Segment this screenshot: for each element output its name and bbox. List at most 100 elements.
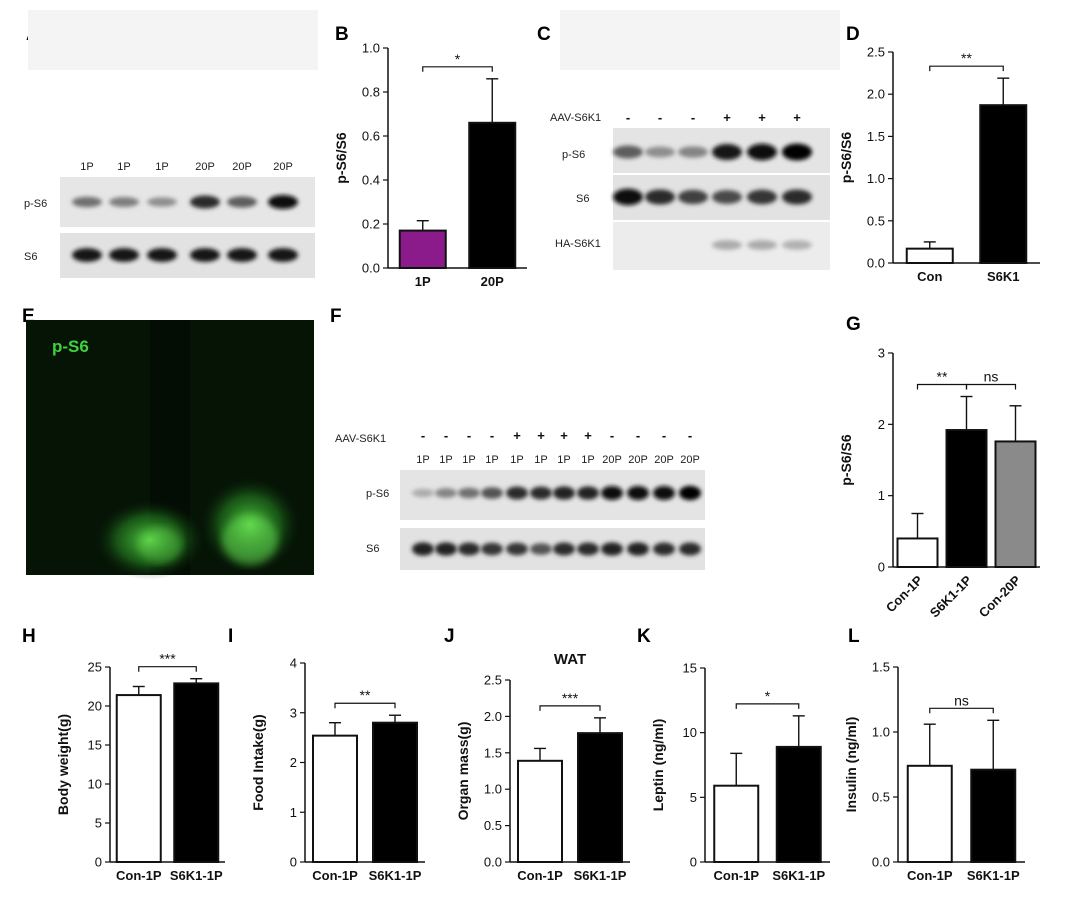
panel-letter-h: H — [22, 626, 36, 647]
blot-f-band-ps6-11 — [679, 485, 701, 501]
blot-f-band-s6-7 — [577, 542, 599, 556]
chart-h-bar-0 — [115, 694, 162, 864]
chart-l-bracket-0 — [929, 707, 994, 714]
blot-f-sign-5: + — [537, 428, 545, 443]
blot-c-band-ps6-5 — [782, 143, 812, 161]
blot-f-lane-label-7: 1P — [581, 454, 594, 466]
blot-f-band-ps6-3 — [481, 487, 503, 499]
blot-f-band-s6-5 — [530, 543, 552, 555]
panel-letter-b: B — [335, 24, 349, 45]
chart-d: 0.0 0.5 1.0 1.5 2.0 2.5 p-S6/S6 Con S6K1 ** — [838, 45, 1040, 284]
blot-f: AAV-S6K1 - - - - + + + + - - - - 1P 1P 1P 1P 1P 1P 1P 1P 20… — [335, 428, 705, 570]
chart-l-ytick-1: 0.5 — [872, 790, 890, 805]
chart-g-ytick-0: 0 — [878, 560, 885, 575]
chart-b-cat-1: 20P — [481, 274, 504, 289]
blot-f-sign-8: - — [610, 428, 614, 443]
chart-j: 0.0 0.5 1.0 1.5 2.0 2.5 Organ mass(g) WAT Con-1P… — [455, 651, 630, 883]
blot-a-row-pS6: p-S6 — [24, 198, 47, 210]
blot-f-sign-2: - — [467, 428, 471, 443]
blot-f-band-ps6-9 — [627, 485, 649, 501]
chart-g-ytick-3: 3 — [878, 346, 885, 361]
blot-a-band-s6-2 — [147, 248, 177, 262]
blot-f-band-s6-3 — [481, 542, 503, 556]
chart-g-ytick-2: 2 — [878, 417, 885, 432]
chart-g-significance-1: ns — [984, 369, 999, 385]
chart-k-cat-1: S6K1-1P — [772, 868, 825, 883]
blot-c-band-s6-4 — [747, 189, 777, 205]
blot-c-band-s6-1 — [645, 189, 675, 205]
chart-k-cat-0: Con-1P — [714, 868, 760, 883]
chart-g-ytick-1: 1 — [878, 488, 885, 503]
blot-f-band-s6-0 — [412, 542, 434, 556]
chart-k: 0 5 10 15 Leptin (ng/ml) Con-1P S6K1-1P * — [650, 661, 830, 883]
chart-l-cat-0: Con-1P — [907, 868, 953, 883]
blot-c-row-HA: HA-S6K1 — [555, 238, 601, 250]
chart-g-bracket-1 — [965, 383, 1017, 390]
blot-f-band-s6-1 — [435, 542, 457, 556]
chart-k-ylabel: Leptin (ng/ml) — [650, 719, 666, 812]
chart-b-ytick-2: 0.4 — [362, 173, 380, 188]
chart-b-ytick-1: 0.2 — [362, 217, 380, 232]
chart-k-ytick-2: 10 — [683, 725, 697, 740]
blot-a-band-ps6-2 — [147, 197, 177, 207]
blot-f-lane-label-6: 1P — [557, 454, 570, 466]
chart-j-ytick-1: 0.5 — [484, 818, 502, 833]
blot-c-band-has6k1-5 — [782, 240, 812, 250]
chart-g-bar-2 — [994, 440, 1037, 569]
chart-d-ylabel: p-S6/S6 — [838, 132, 854, 184]
chart-l-ytick-2: 1.0 — [872, 725, 890, 740]
chart-k-significance-0: * — [765, 688, 771, 704]
chart-j-ytick-4: 2.0 — [484, 709, 502, 724]
chart-b-ytick-3: 0.6 — [362, 129, 380, 144]
blot-c-row-pS6: p-S6 — [562, 149, 585, 161]
chart-g-significance-0: ** — [937, 369, 948, 385]
blot-f-band-ps6-7 — [577, 486, 599, 500]
panel-letter-f: F — [330, 306, 342, 327]
chart-l: 0.0 0.5 1.0 1.5 Insulin (ng/ml) Con-1P S6K1-1P… — [843, 660, 1025, 883]
chart-i-ytick-2: 2 — [290, 755, 297, 770]
blot-c-band-has6k1-3 — [712, 240, 742, 250]
blot-f-sign-11: - — [688, 428, 692, 443]
image-e: p-S6 — [26, 320, 314, 580]
chart-g-cat-2: Con-20P — [976, 572, 1024, 620]
chart-k-bracket-0 — [735, 703, 800, 709]
chart-h-significance-0: *** — [159, 651, 176, 667]
chart-l-ytick-3: 1.5 — [872, 660, 890, 675]
panel-letter-l: L — [848, 626, 860, 647]
chart-h-ytick-5: 25 — [88, 660, 102, 675]
chart-i-significance-0: ** — [360, 687, 371, 703]
chart-i-cat-0: Con-1P — [312, 868, 358, 883]
chart-j-cat-1: S6K1-1P — [574, 868, 627, 883]
chart-h-ylabel: Body weight(g) — [55, 714, 71, 815]
chart-d-cat-1: S6K1 — [987, 269, 1020, 284]
blot-c-sign-2: - — [691, 110, 695, 125]
chart-j-bracket-0 — [539, 705, 601, 711]
blot-a-lane-label-4: 20P — [232, 161, 252, 173]
blot-f-band-ps6-6 — [553, 486, 575, 500]
chart-i-ylabel: Food Intake(g) — [250, 714, 266, 810]
chart-b-bar-0 — [398, 229, 447, 270]
blot-f-band-ps6-0 — [412, 488, 434, 498]
chart-g-cat-1: S6K1-1P — [927, 572, 975, 620]
chart-i-bar-0 — [312, 734, 358, 864]
blot-a-band-s6-0 — [72, 248, 102, 262]
chart-b-ytick-0: 0.0 — [362, 261, 380, 276]
blot-c-sign-0: - — [626, 110, 630, 125]
blot-a-lane-label-1: 1P — [117, 161, 130, 173]
blot-f-sign-6: + — [560, 428, 568, 443]
blot-f-lane-label-1: 1P — [439, 454, 452, 466]
blot-a-blank — [28, 10, 318, 70]
chart-g-ylabel: p-S6/S6 — [838, 434, 854, 486]
blot-c-sign-3: + — [723, 110, 731, 125]
chart-k-ytick-3: 15 — [683, 661, 697, 676]
chart-g-bar-0 — [896, 537, 939, 569]
blot-f-band-ps6-8 — [601, 485, 623, 501]
blot-f-sign-0: - — [421, 428, 425, 443]
blot-a-band-s6-3 — [190, 248, 220, 262]
chart-g-bar-1 — [945, 429, 988, 569]
chart-j-ylabel: Organ mass(g) — [455, 722, 471, 821]
chart-d-bracket-0 — [929, 65, 1004, 72]
chart-b-significance-0: * — [455, 51, 461, 67]
blot-a-lane-label-5: 20P — [273, 161, 293, 173]
